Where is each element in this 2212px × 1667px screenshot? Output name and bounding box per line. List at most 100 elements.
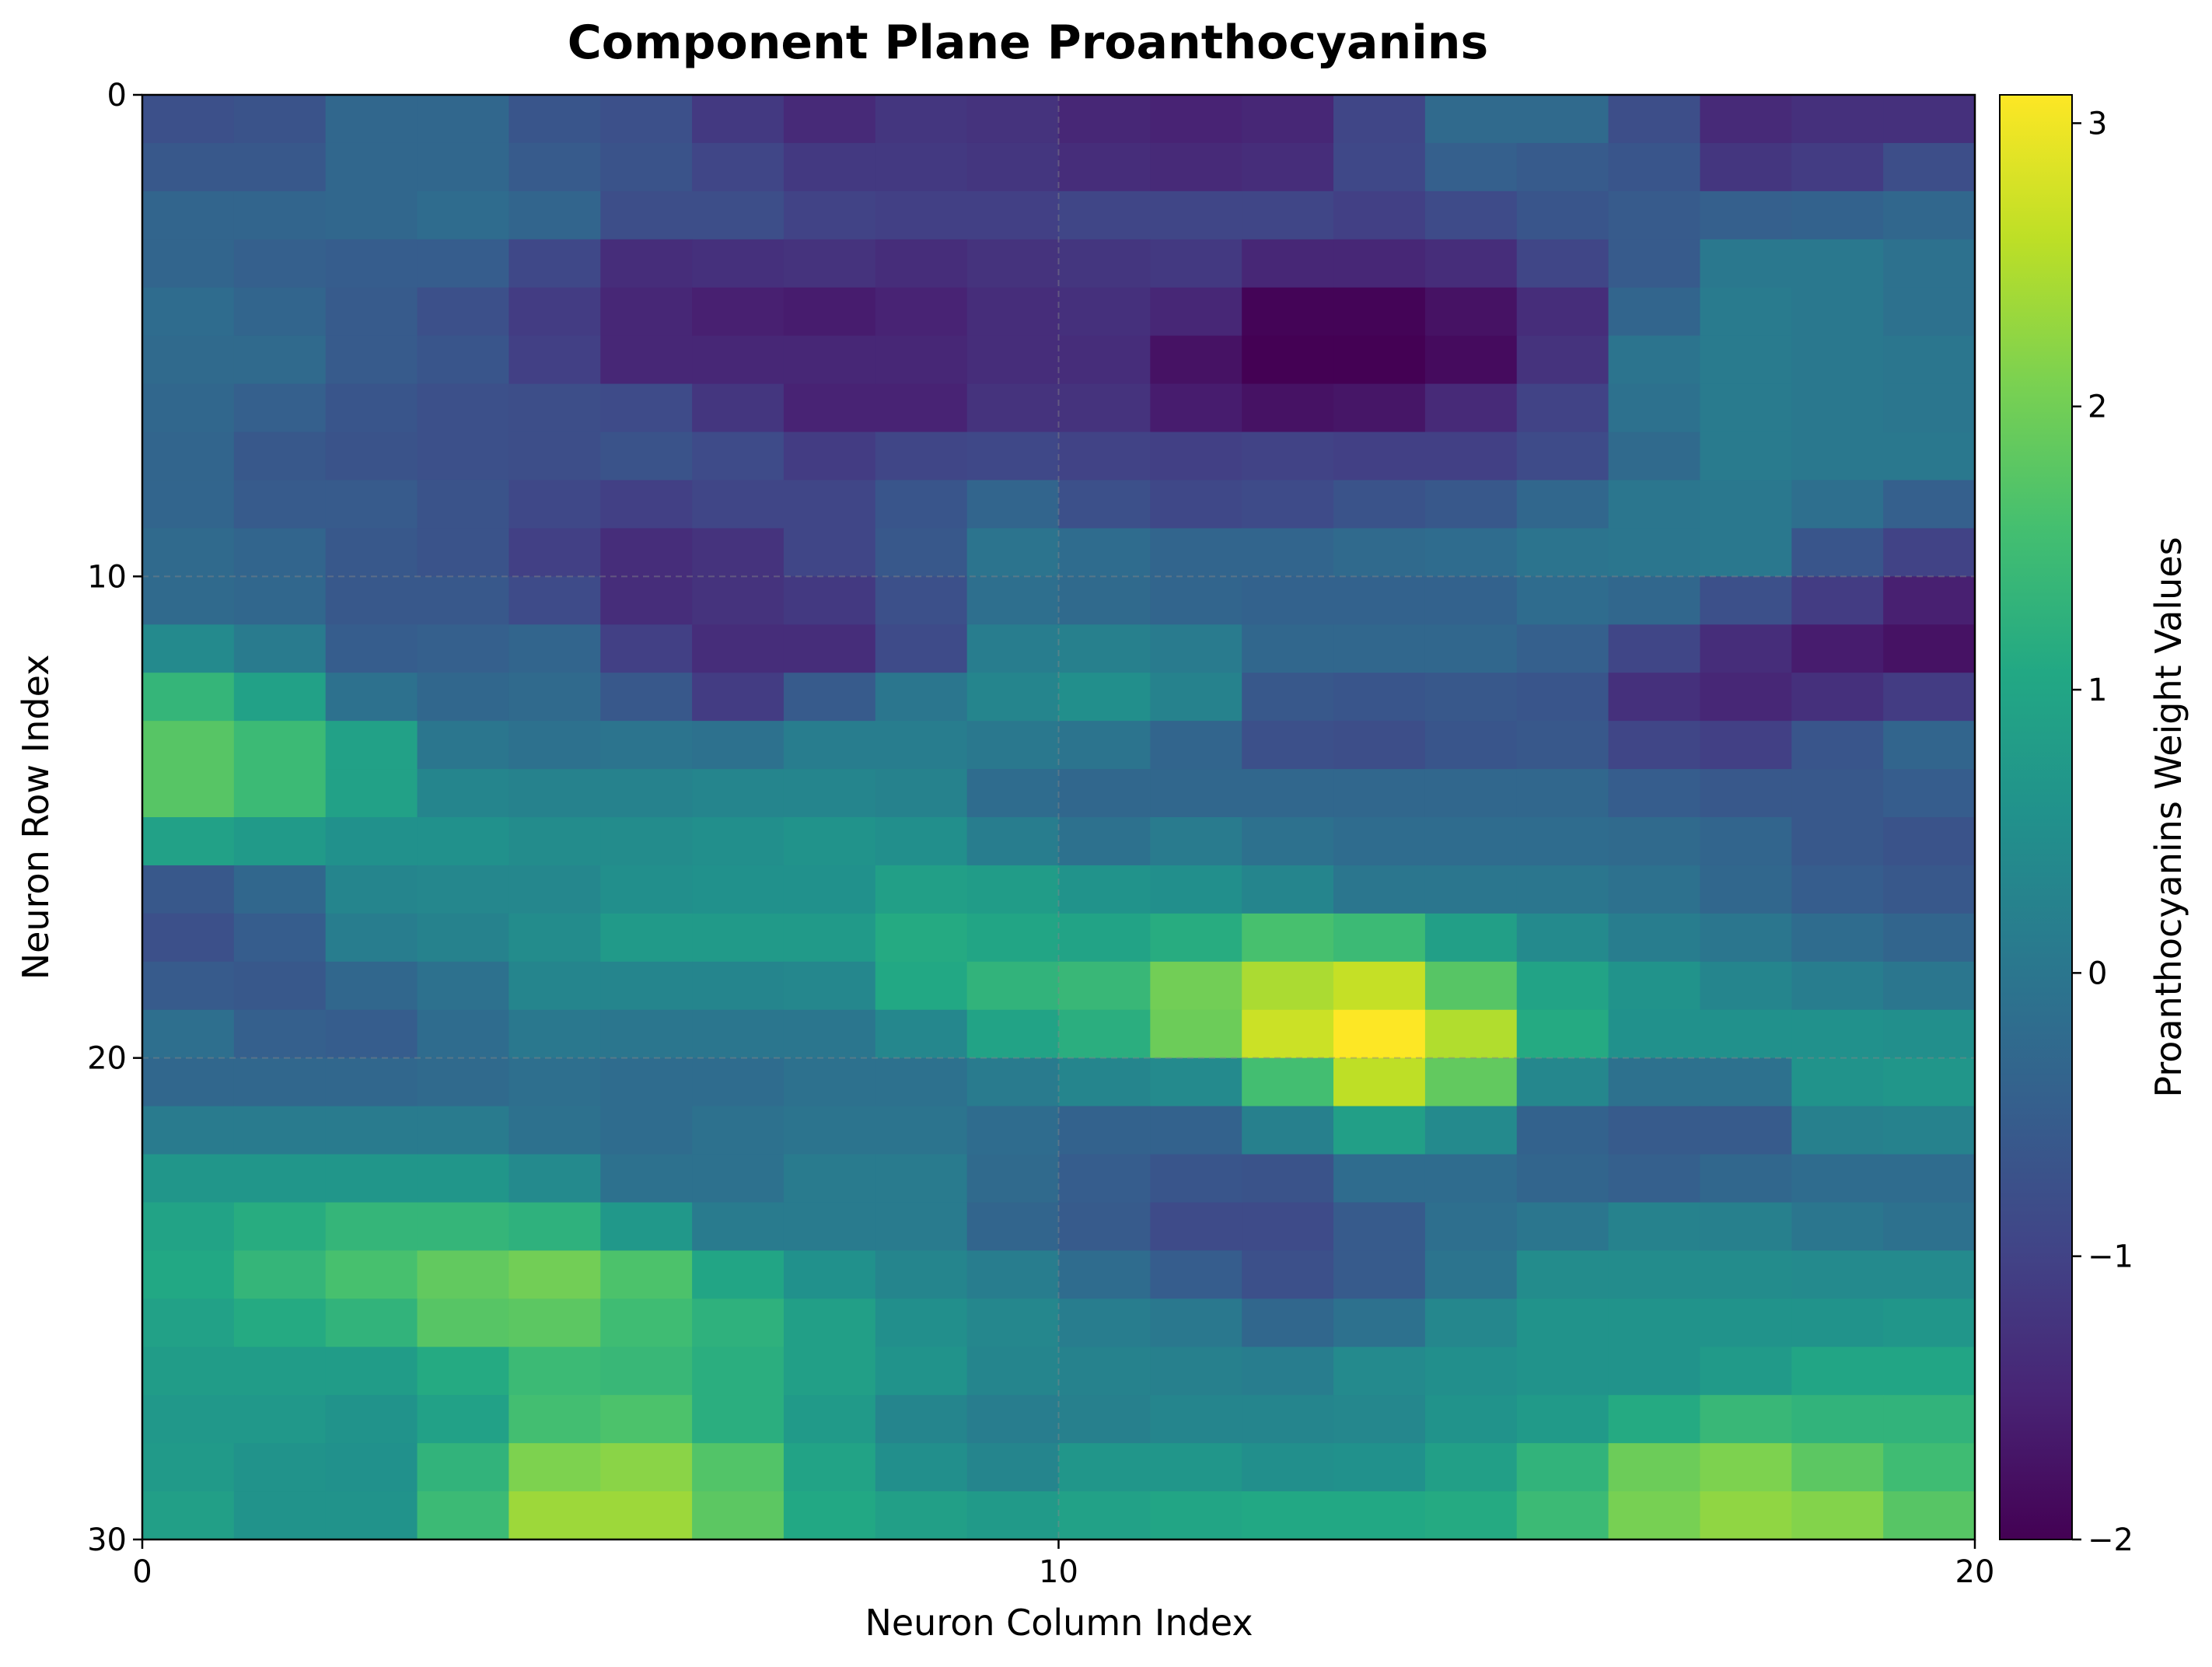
heatmap-cell <box>1516 1057 1609 1107</box>
heatmap-cell <box>966 1395 1060 1444</box>
heatmap-cell <box>1791 1298 1884 1347</box>
heatmap-cell <box>1058 673 1151 722</box>
heatmap-cell <box>325 673 418 722</box>
heatmap-cell <box>417 1106 509 1155</box>
heatmap-cell <box>142 335 235 385</box>
heatmap-cell <box>1333 865 1426 914</box>
heatmap-cell <box>1242 817 1334 866</box>
heatmap-cell <box>783 383 876 433</box>
heatmap-cell <box>142 142 235 192</box>
heatmap-cell <box>1700 528 1792 577</box>
heatmap-cell <box>966 769 1060 818</box>
heatmap-cell <box>966 1106 1060 1155</box>
heatmap-cell <box>417 1347 509 1396</box>
heatmap-cell <box>1791 287 1884 337</box>
heatmap-cell <box>1700 383 1792 433</box>
heatmap-cell <box>1150 142 1242 192</box>
colorbar-tick-label: −1 <box>2088 1239 2133 1275</box>
heatmap-cell <box>692 913 785 963</box>
heatmap-cell <box>966 1491 1060 1540</box>
heatmap-cell <box>1608 239 1701 288</box>
heatmap-cell <box>1424 432 1518 481</box>
heatmap-cell <box>600 576 693 625</box>
heatmap-cell <box>1700 1009 1792 1059</box>
heatmap-cell <box>692 287 785 337</box>
heatmap-cell <box>966 142 1060 192</box>
heatmap-cell <box>1058 1106 1151 1155</box>
heatmap-cell <box>692 1443 785 1492</box>
heatmap-cell <box>1791 1347 1884 1396</box>
heatmap-cell <box>233 865 327 914</box>
heatmap-cell <box>1424 1250 1518 1299</box>
heatmap-cell <box>875 432 968 481</box>
heatmap-cell <box>1791 432 1884 481</box>
heatmap-cell <box>1700 480 1792 529</box>
heatmap-cell <box>600 383 693 433</box>
heatmap-cell <box>325 721 418 770</box>
heatmap-cell <box>1242 1106 1334 1155</box>
heatmap-cell <box>1883 817 1976 866</box>
heatmap-cell <box>1883 335 1976 385</box>
heatmap-cell <box>1791 865 1884 914</box>
heatmap-cell <box>1333 913 1426 963</box>
heatmap-cell <box>875 913 968 963</box>
heatmap-cell <box>692 1057 785 1107</box>
heatmap-cell <box>1608 865 1701 914</box>
heatmap-cell <box>1516 769 1609 818</box>
heatmap-cell <box>417 865 509 914</box>
heatmap-cell <box>1883 287 1976 337</box>
heatmap-cell <box>417 624 509 673</box>
heatmap-cell <box>1516 1347 1609 1396</box>
heatmap-cell <box>1883 961 1976 1011</box>
heatmap-cell <box>1424 1443 1518 1492</box>
heatmap-cell <box>1608 528 1701 577</box>
heatmap-cell <box>325 913 418 963</box>
heatmap-cell <box>1791 1009 1884 1059</box>
heatmap-cell <box>783 576 876 625</box>
heatmap-cell <box>233 576 327 625</box>
heatmap-cell <box>233 1443 327 1492</box>
heatmap-cell <box>1424 1057 1518 1107</box>
heatmap-cell <box>1883 1154 1976 1204</box>
heatmap-cell <box>783 432 876 481</box>
heatmap-cell <box>692 1491 785 1540</box>
heatmap-cell <box>600 1491 693 1540</box>
heatmap-cell <box>966 1009 1060 1059</box>
heatmap-cell <box>508 480 601 529</box>
heatmap-cell <box>1791 190 1884 240</box>
heatmap-cell <box>1700 1491 1792 1540</box>
heatmap-cell <box>1333 1057 1426 1107</box>
colorbar-ticks: −2 −1 0 1 2 3 <box>2072 106 2133 1558</box>
heatmap-cell <box>875 1491 968 1540</box>
heatmap-cell <box>692 528 785 577</box>
heatmap-cell <box>508 383 601 433</box>
heatmap-cell <box>325 1202 418 1251</box>
heatmap-cell <box>142 817 235 866</box>
colorbar-tick-label: 0 <box>2088 956 2107 991</box>
heatmap-cell <box>1242 1443 1334 1492</box>
heatmap-cell <box>417 769 509 818</box>
heatmap-cell <box>1150 383 1242 433</box>
heatmap-cell <box>1883 673 1976 722</box>
heatmap-cell <box>142 1491 235 1540</box>
heatmap-cell <box>1791 335 1884 385</box>
heatmap-cell <box>1608 1250 1701 1299</box>
heatmap-cell <box>1608 576 1701 625</box>
heatmap-cell <box>1883 480 1976 529</box>
heatmap-cell <box>1516 335 1609 385</box>
heatmap-cell <box>966 190 1060 240</box>
heatmap-cell <box>1883 1106 1976 1155</box>
heatmap-cell <box>1791 142 1884 192</box>
heatmap-cell <box>233 528 327 577</box>
heatmap-cell <box>233 287 327 337</box>
heatmap-cell <box>1333 287 1426 337</box>
heatmap-cell <box>692 1250 785 1299</box>
heatmap-cell <box>1424 1009 1518 1059</box>
heatmap-cell <box>783 190 876 240</box>
heatmap-cell <box>417 432 509 481</box>
heatmap-cell <box>1883 1009 1976 1059</box>
heatmap-cell <box>1424 673 1518 722</box>
heatmap-cell <box>1700 1202 1792 1251</box>
heatmap-cell <box>1242 673 1334 722</box>
heatmap-cell <box>508 1443 601 1492</box>
